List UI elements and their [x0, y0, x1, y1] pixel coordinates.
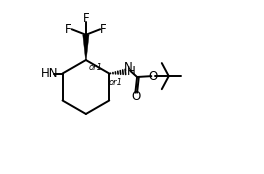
Text: O: O: [148, 70, 158, 83]
Text: HN: HN: [41, 67, 59, 80]
Text: or1: or1: [89, 63, 103, 72]
Polygon shape: [83, 35, 89, 60]
Text: N: N: [124, 61, 133, 74]
Text: O: O: [131, 90, 141, 103]
Text: or1: or1: [109, 78, 122, 87]
Text: H: H: [127, 65, 136, 78]
Text: F: F: [65, 23, 72, 36]
Text: F: F: [100, 23, 107, 36]
Text: F: F: [83, 12, 89, 25]
